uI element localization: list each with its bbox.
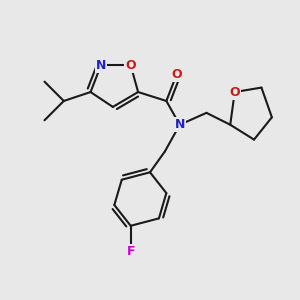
- Text: O: O: [171, 68, 182, 81]
- Text: N: N: [96, 59, 106, 72]
- Text: F: F: [126, 244, 135, 258]
- Text: O: O: [230, 85, 240, 98]
- Text: O: O: [125, 59, 136, 72]
- Text: N: N: [175, 118, 185, 131]
